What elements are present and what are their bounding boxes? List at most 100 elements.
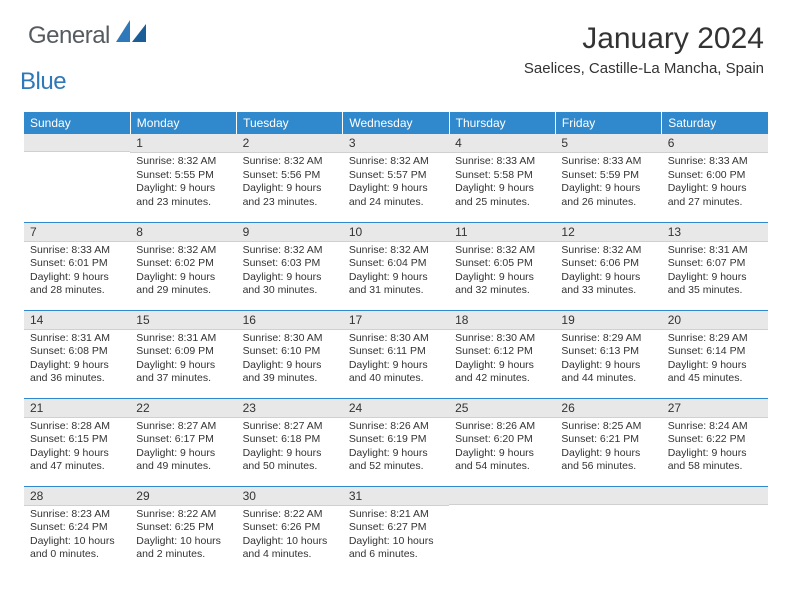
sunset-text: Sunset: 6:07 PM [668,257,762,271]
day-content: Sunrise: 8:32 AMSunset: 6:04 PMDaylight:… [343,242,449,303]
daylight2-text: and 24 minutes. [349,196,443,210]
daylight2-text: and 36 minutes. [30,372,124,386]
day-content: Sunrise: 8:31 AMSunset: 6:07 PMDaylight:… [662,242,768,303]
sunrise-text: Sunrise: 8:26 AM [349,420,443,434]
daylight1-text: Daylight: 9 hours [668,447,762,461]
day-number [662,487,768,505]
sunrise-text: Sunrise: 8:24 AM [668,420,762,434]
daylight1-text: Daylight: 9 hours [349,182,443,196]
sunrise-text: Sunrise: 8:22 AM [243,508,337,522]
sunset-text: Sunset: 6:20 PM [455,433,549,447]
daylight2-text: and 23 minutes. [243,196,337,210]
weekday-header-row: Sunday Monday Tuesday Wednesday Thursday… [24,112,768,134]
sunrise-text: Sunrise: 8:21 AM [349,508,443,522]
day-content: Sunrise: 8:29 AMSunset: 6:14 PMDaylight:… [662,330,768,391]
daylight2-text: and 6 minutes. [349,548,443,562]
calendar-day-cell: 1Sunrise: 8:32 AMSunset: 5:55 PMDaylight… [130,134,236,222]
daylight2-text: and 39 minutes. [243,372,337,386]
sunrise-text: Sunrise: 8:32 AM [349,155,443,169]
calendar-day-cell: 4Sunrise: 8:33 AMSunset: 5:58 PMDaylight… [449,134,555,222]
day-content: Sunrise: 8:23 AMSunset: 6:24 PMDaylight:… [24,506,130,567]
day-number: 17 [343,311,449,330]
day-number: 10 [343,223,449,242]
day-number [555,487,661,505]
calendar-day-cell: 8Sunrise: 8:32 AMSunset: 6:02 PMDaylight… [130,222,236,310]
daylight2-text: and 31 minutes. [349,284,443,298]
daylight2-text: and 45 minutes. [668,372,762,386]
day-number: 14 [24,311,130,330]
daylight2-text: and 35 minutes. [668,284,762,298]
day-content: Sunrise: 8:26 AMSunset: 6:20 PMDaylight:… [449,418,555,479]
daylight1-text: Daylight: 9 hours [30,359,124,373]
day-content: Sunrise: 8:30 AMSunset: 6:12 PMDaylight:… [449,330,555,391]
sunset-text: Sunset: 6:17 PM [136,433,230,447]
sunrise-text: Sunrise: 8:30 AM [455,332,549,346]
sunrise-text: Sunrise: 8:27 AM [243,420,337,434]
location-text: Saelices, Castille-La Mancha, Spain [524,60,764,77]
sunset-text: Sunset: 6:27 PM [349,521,443,535]
daylight1-text: Daylight: 9 hours [136,271,230,285]
calendar-day-cell: 30Sunrise: 8:22 AMSunset: 6:26 PMDayligh… [237,486,343,574]
daylight1-text: Daylight: 9 hours [455,359,549,373]
daylight1-text: Daylight: 9 hours [136,182,230,196]
sunset-text: Sunset: 6:01 PM [30,257,124,271]
daylight2-text: and 40 minutes. [349,372,443,386]
calendar-day-cell [449,486,555,574]
daylight2-text: and 47 minutes. [30,460,124,474]
day-number: 23 [237,399,343,418]
day-content: Sunrise: 8:22 AMSunset: 6:25 PMDaylight:… [130,506,236,567]
sunset-text: Sunset: 6:09 PM [136,345,230,359]
daylight1-text: Daylight: 9 hours [349,447,443,461]
calendar-day-cell: 26Sunrise: 8:25 AMSunset: 6:21 PMDayligh… [555,398,661,486]
sunset-text: Sunset: 6:11 PM [349,345,443,359]
brand-blue: Blue [20,68,146,96]
daylight2-text: and 2 minutes. [136,548,230,562]
day-content: Sunrise: 8:25 AMSunset: 6:21 PMDaylight:… [555,418,661,479]
daylight1-text: Daylight: 9 hours [561,271,655,285]
sunrise-text: Sunrise: 8:33 AM [30,244,124,258]
weekday-header: Wednesday [343,112,449,134]
day-content: Sunrise: 8:32 AMSunset: 6:03 PMDaylight:… [237,242,343,303]
calendar-day-cell: 17Sunrise: 8:30 AMSunset: 6:11 PMDayligh… [343,310,449,398]
sunset-text: Sunset: 6:18 PM [243,433,337,447]
day-number: 24 [343,399,449,418]
sunset-text: Sunset: 6:00 PM [668,169,762,183]
sunrise-text: Sunrise: 8:33 AM [561,155,655,169]
calendar-day-cell: 11Sunrise: 8:32 AMSunset: 6:05 PMDayligh… [449,222,555,310]
calendar-day-cell [555,486,661,574]
daylight2-text: and 27 minutes. [668,196,762,210]
calendar-day-cell: 29Sunrise: 8:22 AMSunset: 6:25 PMDayligh… [130,486,236,574]
day-content: Sunrise: 8:32 AMSunset: 5:55 PMDaylight:… [130,153,236,214]
sunset-text: Sunset: 5:58 PM [455,169,549,183]
weekday-header: Tuesday [237,112,343,134]
day-number: 25 [449,399,555,418]
weekday-header: Saturday [662,112,768,134]
day-number [24,134,130,152]
day-number: 16 [237,311,343,330]
sunset-text: Sunset: 6:13 PM [561,345,655,359]
day-content: Sunrise: 8:28 AMSunset: 6:15 PMDaylight:… [24,418,130,479]
calendar-day-cell: 23 Sunrise: 8:27 AMSunset: 6:18 PMDayligh… [237,398,343,486]
day-content: Sunrise: 8:22 AMSunset: 6:26 PMDaylight:… [237,506,343,567]
sunset-text: Sunset: 6:05 PM [455,257,549,271]
calendar-day-cell: 6Sunrise: 8:33 AMSunset: 6:00 PMDaylight… [662,134,768,222]
day-content: Sunrise: 8:33 AMSunset: 5:58 PMDaylight:… [449,153,555,214]
daylight1-text: Daylight: 9 hours [455,271,549,285]
daylight2-text: and 30 minutes. [243,284,337,298]
day-number: 31 [343,487,449,506]
day-number: 11 [449,223,555,242]
sunset-text: Sunset: 6:25 PM [136,521,230,535]
sunrise-text: Sunrise: 8:32 AM [136,244,230,258]
daylight1-text: Daylight: 9 hours [243,447,337,461]
calendar-week-row: 7Sunrise: 8:33 AMSunset: 6:01 PMDaylight… [24,222,768,310]
calendar-day-cell: 2Sunrise: 8:32 AMSunset: 5:56 PMDaylight… [237,134,343,222]
day-number: 20 [662,311,768,330]
daylight1-text: Daylight: 9 hours [561,447,655,461]
sunrise-text: Sunrise: 8:23 AM [30,508,124,522]
daylight2-text: and 54 minutes. [455,460,549,474]
daylight1-text: Daylight: 9 hours [668,271,762,285]
calendar-day-cell: 27Sunrise: 8:24 AMSunset: 6:22 PMDayligh… [662,398,768,486]
day-number: 28 [24,487,130,506]
calendar-day-cell: 20Sunrise: 8:29 AMSunset: 6:14 PMDayligh… [662,310,768,398]
daylight1-text: Daylight: 9 hours [243,359,337,373]
